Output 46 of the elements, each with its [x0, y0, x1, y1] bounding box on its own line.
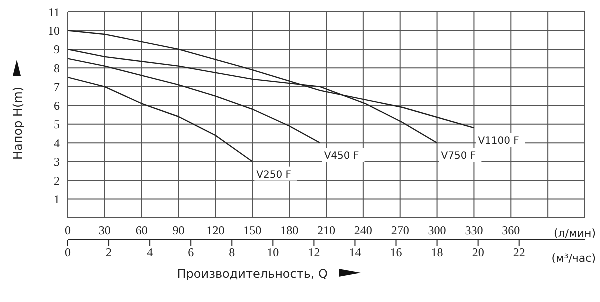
text: (м³/час): [552, 252, 596, 265]
x2-tick-label: 90: [172, 224, 185, 238]
y-tick-label: 4: [54, 136, 60, 150]
x-tick-label: 14: [349, 246, 362, 260]
x-tick-label: 16: [390, 246, 402, 260]
x-tick-label: 8: [229, 246, 236, 260]
x-tick-label: 2: [106, 246, 112, 260]
x2-tick-label: 120: [206, 224, 225, 238]
y-tick-label: 7: [54, 80, 60, 94]
x2-tick-label: 60: [136, 224, 148, 238]
x2-tick-label: 210: [318, 224, 336, 238]
x2-tick-label: 150: [244, 224, 262, 238]
line-series: [68, 76, 254, 162]
x-tick-label: 12: [308, 246, 320, 260]
x2-tick-label: 180: [280, 224, 299, 238]
y-tick-label: 5: [54, 118, 60, 132]
x-tick-label: 22: [513, 246, 526, 260]
series-label: V1100 F: [478, 136, 520, 148]
x-tick-label: 10: [267, 246, 280, 260]
x2-tick-label: 0: [65, 224, 71, 238]
series-label: V250 F: [256, 170, 292, 181]
y-tick-label: 6: [54, 98, 60, 113]
x2-tick-label: 360: [502, 224, 520, 238]
series-label: V450 F: [324, 151, 360, 162]
y-tick-label: 8: [54, 61, 60, 76]
y-tick-label: 10: [48, 24, 60, 38]
x2-tick-label: 240: [354, 224, 372, 238]
x2-tick-label: 30: [98, 224, 111, 238]
x2-tick-label: 270: [391, 224, 410, 238]
y-tick-label: 3: [54, 155, 60, 170]
series-label: V750 F: [441, 151, 476, 162]
y-tick-label: 2: [54, 174, 60, 188]
x-tick-label: 0: [65, 246, 71, 260]
y-tick-label: 9: [54, 42, 60, 57]
y-tick-label: 1: [54, 192, 60, 207]
line-series: [68, 58, 321, 144]
x-axis-title: Производительность, Q: [177, 267, 328, 281]
y-axis-title: Напор H(m): [11, 86, 25, 160]
y-tick-label: 11: [48, 5, 60, 20]
x2-axis-title: (л/мин): [554, 227, 596, 240]
x2-tick-label: 300: [428, 224, 446, 238]
x2-tick-label: 330: [465, 224, 484, 238]
x-tick-label: 18: [431, 246, 444, 260]
x-tick-label: 20: [472, 246, 484, 260]
x-tick-label: 4: [147, 246, 154, 260]
x-tick-label: 6: [188, 246, 194, 260]
